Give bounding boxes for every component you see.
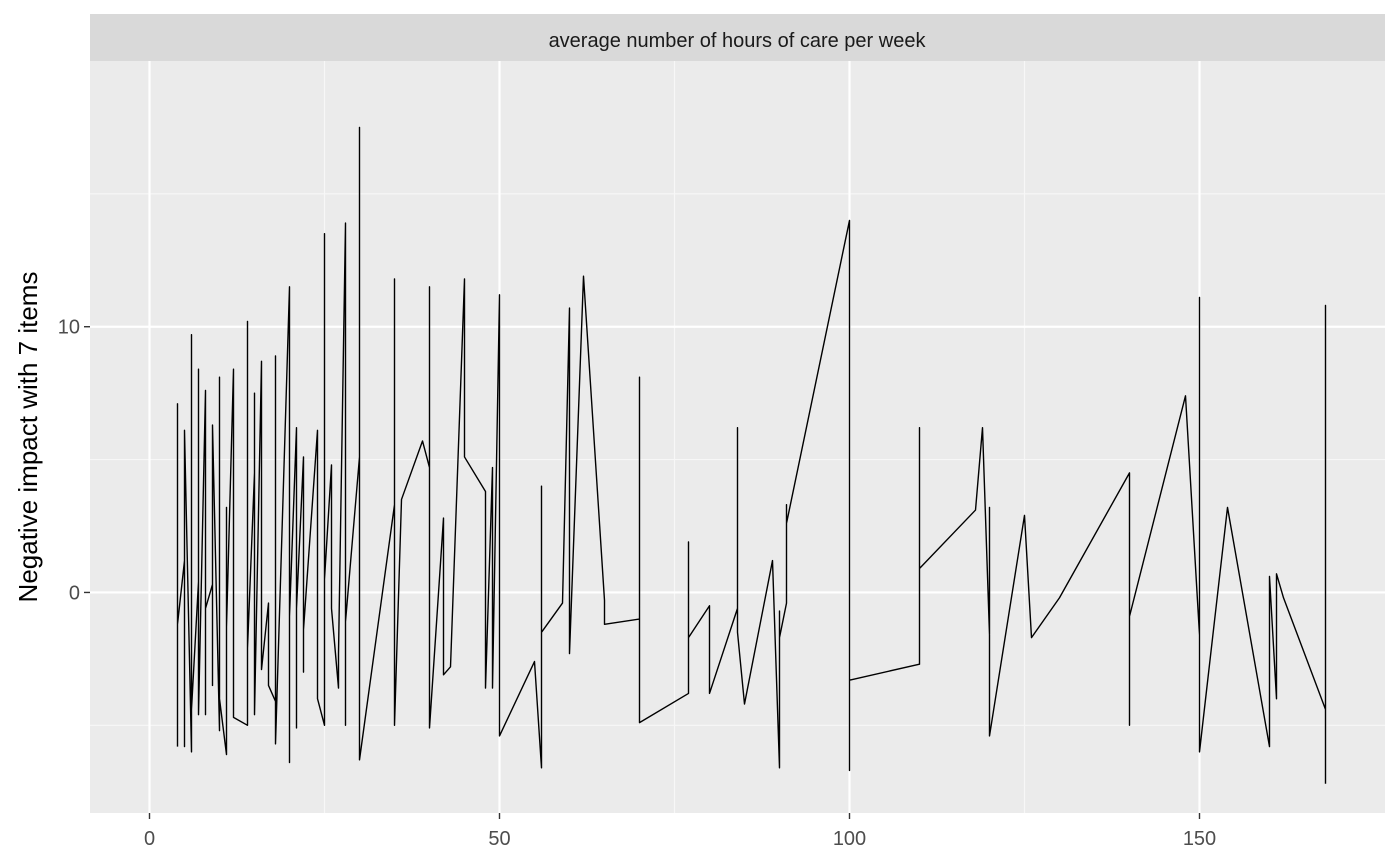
y-axis: 0 10	[58, 317, 90, 604]
x-tick-label: 100	[833, 828, 866, 850]
x-tick-label: 0	[144, 828, 155, 850]
x-tick-label: 50	[488, 828, 510, 850]
x-axis: 0 50 100 150	[144, 813, 1216, 850]
facet-strip	[90, 14, 1385, 61]
series-line	[176, 126, 1327, 784]
y-tick-label: 10	[58, 317, 80, 339]
facet-strip-label: average number of hours of care per week	[549, 30, 927, 52]
x-tick-label: 150	[1183, 828, 1216, 850]
y-tick-label: 0	[69, 582, 80, 604]
y-axis-title: Negative impact with 7 items	[13, 272, 43, 603]
